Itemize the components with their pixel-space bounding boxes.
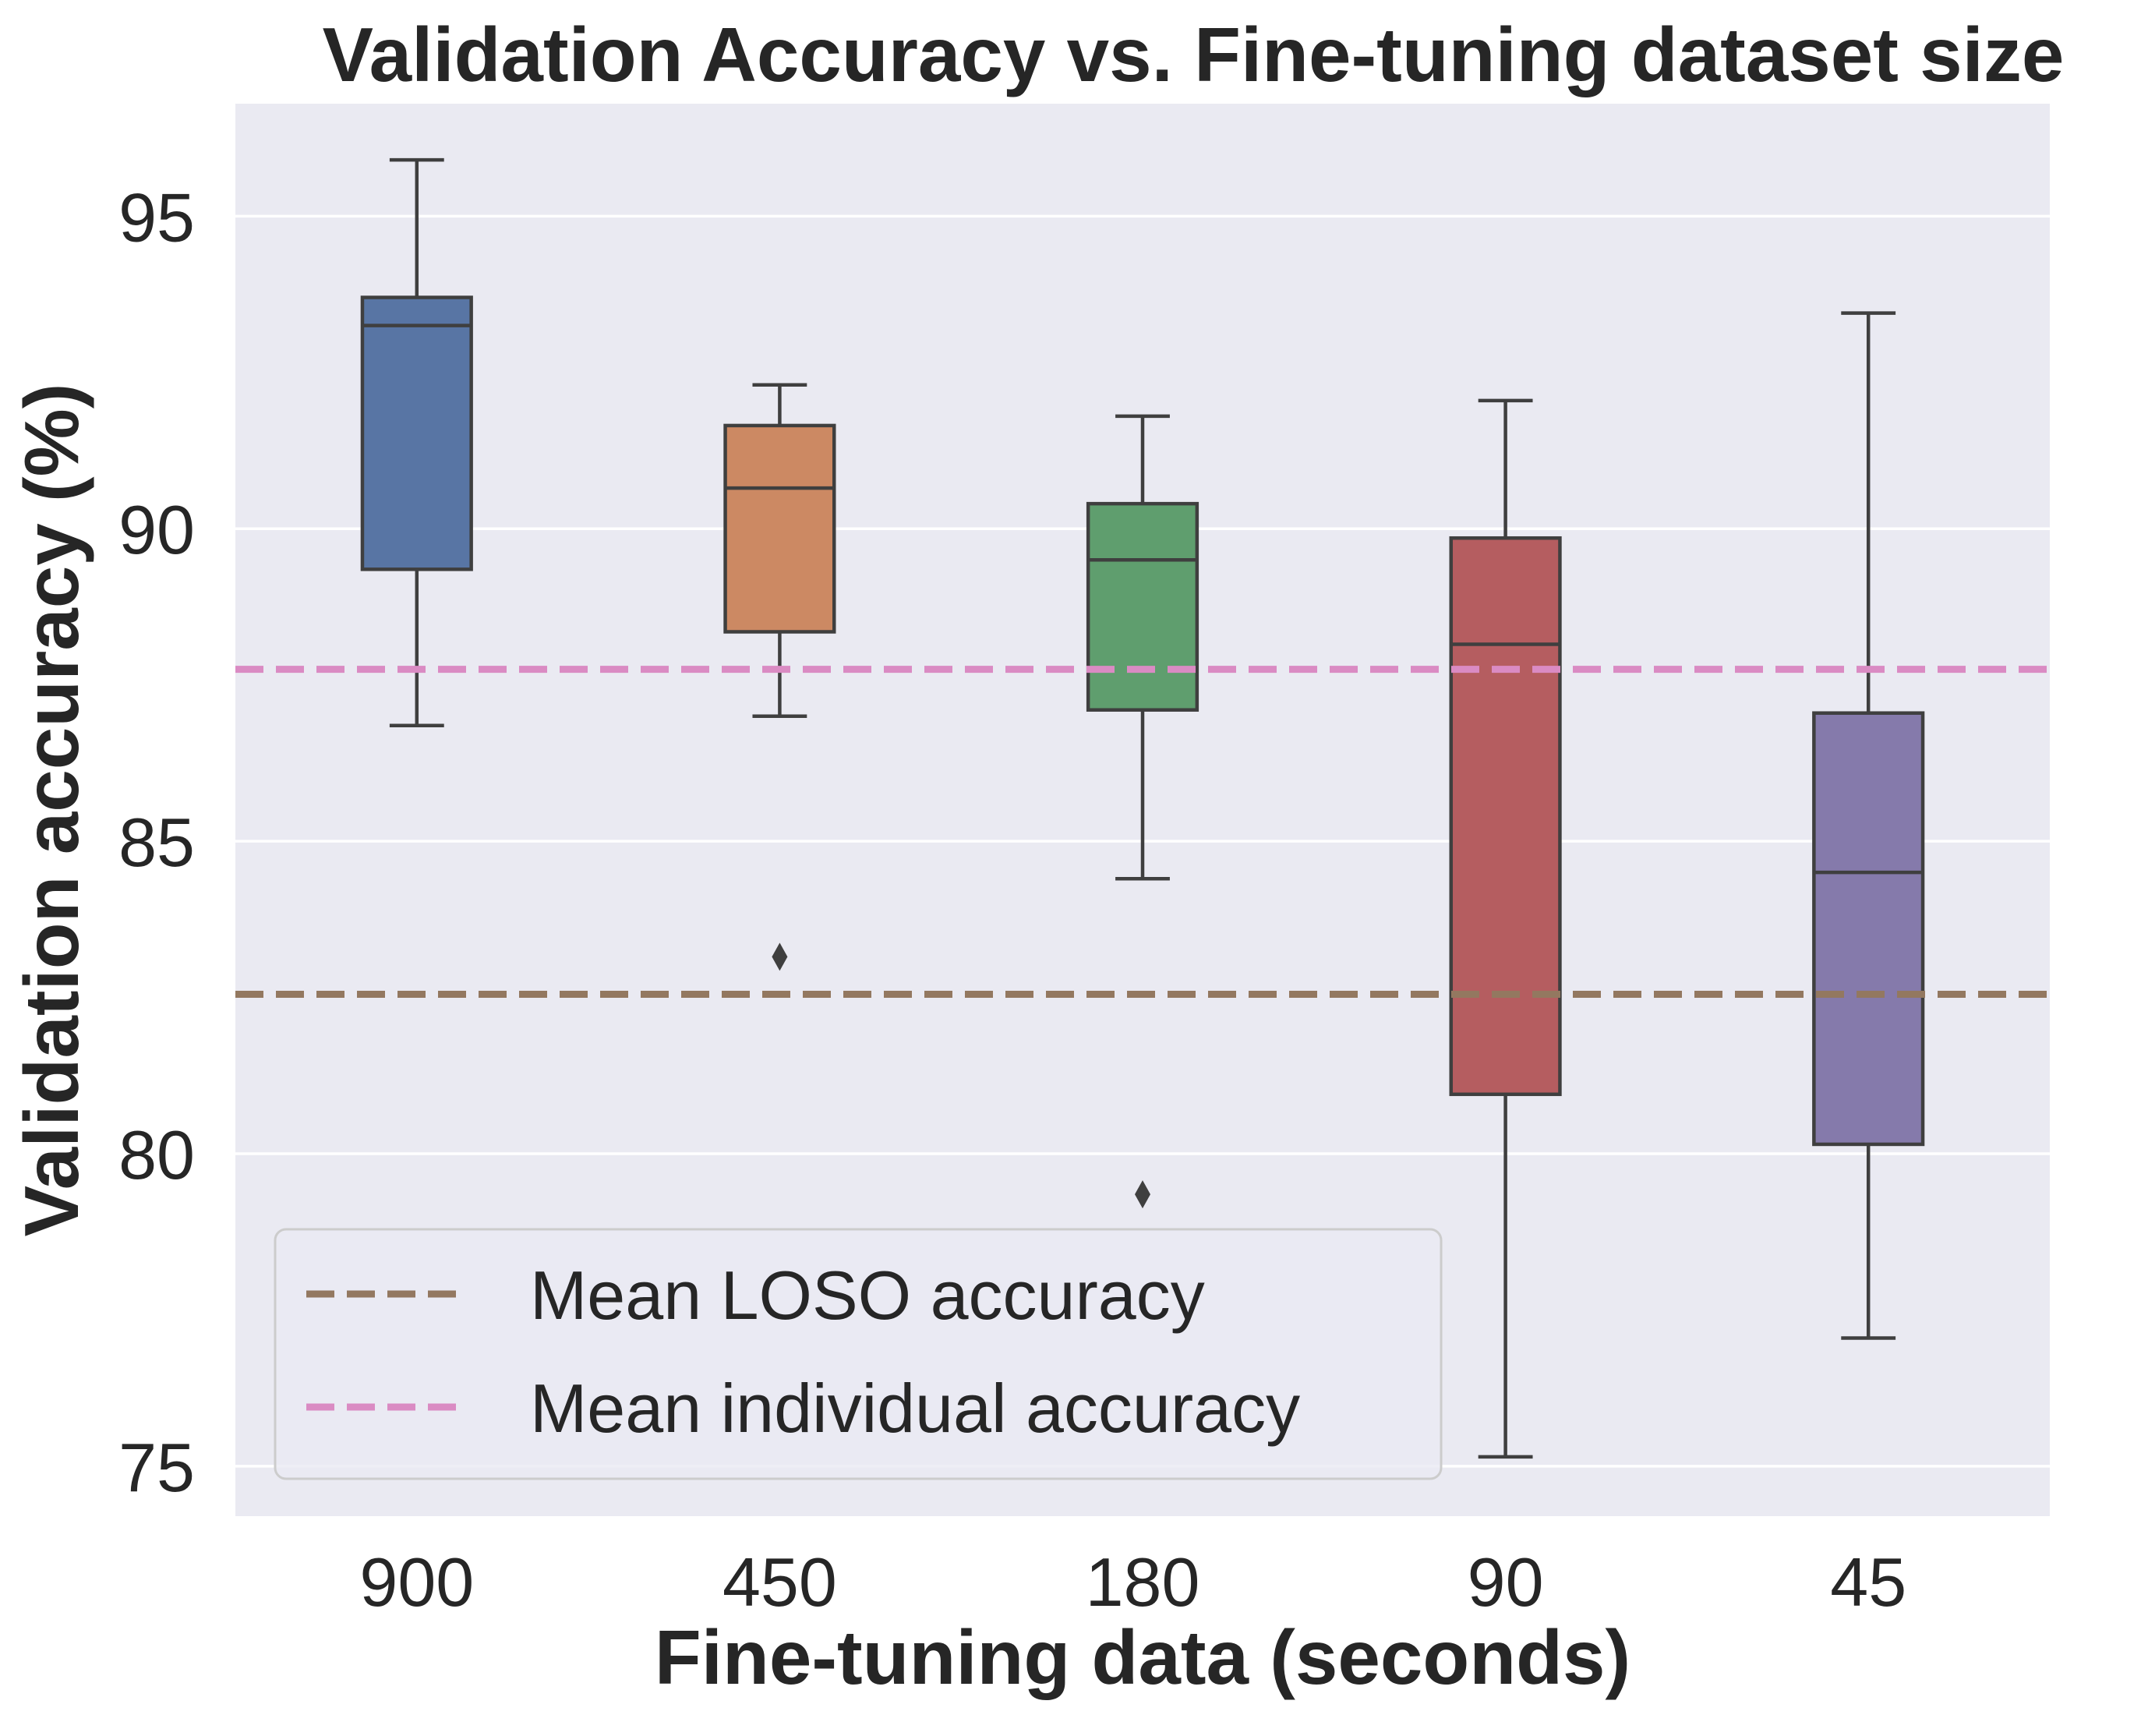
legend-label: Mean individual accuracy [530,1370,1300,1447]
y-axis-label: Validation accuracy (%) [9,384,94,1237]
x-tick-label: 180 [1086,1543,1200,1621]
y-tick-label: 85 [118,804,195,881]
box-90 [1449,398,1562,1459]
outlier-point [1135,1180,1150,1209]
x-tick-labels: 900 450 180 90 45 [359,1543,1906,1621]
x-axis-label: Fine-tuning data (seconds) [655,1614,1630,1700]
box-450 [723,383,836,971]
y-tick-labels: 75 80 85 90 95 [118,179,195,1506]
box-body [1086,501,1199,712]
y-tick-label: 90 [118,491,195,568]
legend: Mean LOSO accuracy Mean individual accura… [274,1228,1443,1480]
box-180 [1086,414,1199,1209]
x-tick-label: 90 [1468,1543,1544,1621]
box-45 [1812,311,1925,1340]
legend-frame [274,1228,1443,1480]
x-tick-label: 45 [1830,1543,1906,1621]
box-body [1449,536,1562,1097]
x-tick-label: 900 [359,1543,474,1621]
boxes [360,157,1925,1459]
reference-lines [235,666,2050,999]
x-tick-label: 450 [722,1543,837,1621]
y-tick-label: 80 [118,1116,195,1193]
box-body [1812,711,1925,1147]
y-tick-label: 95 [118,179,195,256]
chart-title: Validation Accuracy vs. Fine-tuning data… [323,12,2065,97]
legend-label: Mean LOSO accuracy [530,1257,1205,1334]
box-900 [360,157,473,728]
box-body [360,295,473,571]
box-body [723,423,836,634]
y-tick-label: 75 [118,1429,195,1506]
outlier-point [772,942,788,971]
